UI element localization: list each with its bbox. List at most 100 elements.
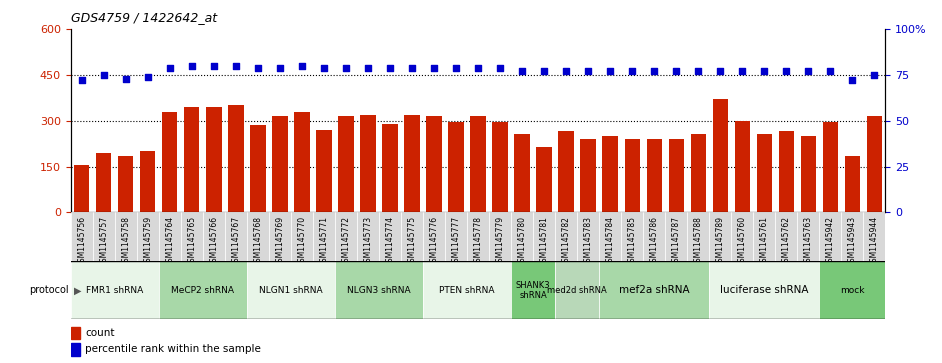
Bar [74,165,89,212]
Point [493,65,508,70]
Text: GSM1145779: GSM1145779 [495,216,505,268]
Bar [268,212,291,261]
Bar [184,107,200,212]
Bar [118,156,134,212]
Bar [335,261,423,319]
Bar [467,212,489,261]
Point [404,65,419,70]
Bar [731,212,754,261]
Text: GSM1145769: GSM1145769 [275,216,284,268]
Bar [96,153,111,212]
Bar [709,261,820,319]
Text: GSM1145767: GSM1145767 [232,216,240,268]
Text: GSM1145765: GSM1145765 [187,216,196,268]
Text: GSM1145773: GSM1145773 [364,216,372,268]
Text: GSM1145774: GSM1145774 [385,216,395,268]
Bar [291,212,313,261]
Bar [357,212,379,261]
Point [317,65,332,70]
Bar [559,131,574,212]
Point [185,63,200,69]
Point [448,65,463,70]
Bar [735,121,750,212]
Bar [754,212,775,261]
Text: GSM1145758: GSM1145758 [122,216,130,267]
Bar [159,261,247,319]
Text: med2d shRNA: med2d shRNA [547,286,607,295]
Text: GSM1145771: GSM1145771 [319,216,329,267]
Point [713,68,728,74]
Point [382,65,398,70]
Point [580,68,595,74]
Bar [756,134,772,212]
Bar [181,212,203,261]
Point [206,63,221,69]
Bar [159,212,181,261]
Bar [820,261,885,319]
Text: GSM1145780: GSM1145780 [517,216,527,267]
Text: GSM1145784: GSM1145784 [606,216,615,267]
Bar [820,212,841,261]
Text: GSM1145762: GSM1145762 [782,216,791,267]
Text: percentile rank within the sample: percentile rank within the sample [85,344,261,354]
Bar [401,212,423,261]
Text: GSM1145788: GSM1145788 [694,216,703,267]
Bar [599,212,621,261]
Text: GSM1145778: GSM1145778 [474,216,482,267]
Bar [404,115,420,212]
Bar [445,212,467,261]
Text: GSM1145776: GSM1145776 [430,216,439,268]
Point [690,68,706,74]
Bar [688,212,709,261]
Bar [225,212,247,261]
Bar [317,130,332,212]
Bar [822,122,838,212]
Text: GSM1145768: GSM1145768 [253,216,262,267]
Bar [489,212,512,261]
Point [514,68,529,74]
Text: FMR1 shRNA: FMR1 shRNA [86,286,143,295]
Text: GSM1145783: GSM1145783 [584,216,593,267]
Text: GSM1145763: GSM1145763 [804,216,813,268]
Point [625,68,640,74]
Text: GSM1145787: GSM1145787 [672,216,681,267]
Text: MeCP2 shRNA: MeCP2 shRNA [171,286,235,295]
Text: GSM1145760: GSM1145760 [738,216,747,268]
Text: ▶: ▶ [73,285,81,295]
Bar [779,131,794,212]
Bar [709,212,731,261]
Point [96,72,111,78]
Bar [801,136,816,212]
Point [647,68,662,74]
Bar [690,134,706,212]
Text: GSM1145770: GSM1145770 [298,216,306,268]
Bar [580,139,596,212]
Point [162,65,177,70]
Bar [712,99,728,212]
Point [361,65,376,70]
Text: GSM1145757: GSM1145757 [99,216,108,268]
Bar [247,261,335,319]
Point [823,68,838,74]
Text: GSM1145761: GSM1145761 [760,216,769,267]
Bar [272,116,287,212]
Text: GSM1145781: GSM1145781 [540,216,548,267]
Point [669,68,684,74]
Bar [625,139,640,212]
Bar [137,212,159,261]
Text: NLGN1 shRNA: NLGN1 shRNA [259,286,323,295]
Bar [115,212,137,261]
Text: GSM1145786: GSM1145786 [650,216,658,267]
Bar [251,125,266,212]
Text: GSM1145782: GSM1145782 [561,216,571,267]
Bar [71,212,92,261]
Point [338,65,353,70]
Text: count: count [85,328,114,338]
Bar [533,212,555,261]
Bar [493,122,508,212]
Text: GSM1145766: GSM1145766 [209,216,219,268]
Text: GSM1145943: GSM1145943 [848,216,857,268]
Bar [669,139,684,212]
Bar [71,343,80,356]
Point [427,65,442,70]
